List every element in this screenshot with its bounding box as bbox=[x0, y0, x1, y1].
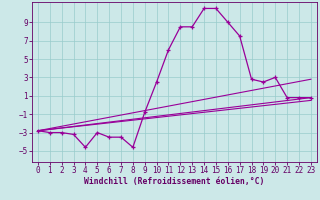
X-axis label: Windchill (Refroidissement éolien,°C): Windchill (Refroidissement éolien,°C) bbox=[84, 177, 265, 186]
